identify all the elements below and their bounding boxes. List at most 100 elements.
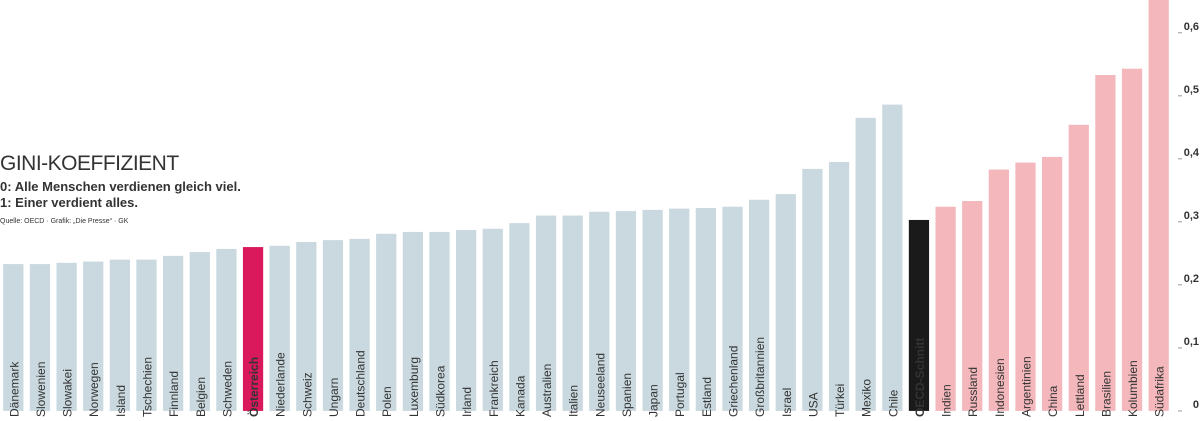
x-tick-label: China	[1046, 385, 1060, 417]
x-tick-label: Südafrika	[1153, 366, 1167, 417]
x-tick-label: Slowenien	[34, 362, 48, 417]
bar	[589, 211, 610, 411]
x-tick-label: Neuseeland	[593, 353, 607, 417]
bar	[83, 261, 104, 411]
x-tick-label: Griechenland	[727, 346, 741, 417]
bar	[349, 238, 370, 411]
bar	[402, 231, 423, 411]
bar	[1148, 0, 1169, 411]
bar	[429, 231, 450, 411]
x-tick-label: Spanien	[620, 373, 634, 417]
bar	[855, 117, 876, 411]
bar	[509, 223, 530, 411]
bar	[962, 201, 983, 411]
bar	[1121, 68, 1143, 411]
y-tick-label: 0,4	[1184, 147, 1200, 159]
bar	[322, 240, 344, 411]
bar	[562, 215, 583, 411]
x-tick-label: Brasilien	[1099, 371, 1113, 417]
bar	[296, 242, 317, 411]
x-tick-label: Tschechien	[141, 357, 155, 417]
bar	[882, 104, 903, 411]
x-tick-label: Slowakei	[61, 369, 75, 417]
bar	[456, 230, 477, 411]
x-tick-label: Portugal	[673, 372, 687, 417]
bar	[535, 215, 557, 411]
bar	[775, 194, 796, 411]
bar	[908, 219, 930, 411]
x-tick-label: Österreich	[246, 357, 261, 417]
x-tick-label: Kolumbien	[1126, 360, 1140, 417]
x-tick-label: Japan	[647, 384, 661, 417]
x-tick-label: Irland	[460, 387, 474, 417]
x-tick-label: Chile	[886, 389, 900, 417]
bar	[189, 252, 210, 411]
bar	[482, 228, 503, 411]
bar	[56, 262, 77, 411]
x-tick-label: Finnland	[167, 371, 181, 417]
bar	[1042, 156, 1063, 411]
x-tick-label: Belgien	[194, 377, 208, 417]
bar	[242, 247, 264, 411]
x-tick-label: Schweiz	[300, 372, 314, 417]
x-tick-label: Niederlande	[274, 352, 288, 417]
x-tick-label: Israel	[780, 388, 794, 417]
bar	[216, 248, 237, 411]
x-tick-label: Italien	[567, 385, 581, 417]
bar	[29, 264, 51, 411]
bar	[615, 211, 637, 411]
bar	[749, 199, 770, 411]
x-tick-label: Luxemburg	[407, 357, 421, 417]
bar	[376, 233, 397, 411]
bar	[269, 245, 290, 411]
source: Quelle: OECD · Grafik: „Die Presse“ · GK	[0, 218, 129, 225]
x-tick-label: Island	[114, 385, 128, 417]
x-tick-label: USA	[806, 392, 820, 417]
y-tick-label: 0,6	[1184, 21, 1199, 33]
x-tick-label: Schweden	[220, 361, 234, 417]
y-tick-label: 0,2	[1184, 273, 1199, 285]
x-tick-label: Frankreich	[487, 360, 501, 417]
bar	[828, 161, 850, 411]
x-tick-label: Mexiko	[860, 379, 874, 417]
bar	[695, 207, 716, 411]
bar	[3, 264, 24, 411]
x-tick-label: Indonesien	[993, 358, 1007, 417]
y-tick-label: 0,1	[1184, 336, 1199, 348]
bar	[109, 259, 130, 411]
x-tick-label: Dänemark	[7, 361, 21, 417]
bar	[669, 208, 690, 411]
bar	[722, 206, 743, 411]
x-tick-label: Argentinien	[1020, 356, 1034, 417]
x-tick-label: Australien	[540, 364, 554, 417]
bar	[136, 259, 157, 411]
x-tick-label: Polen	[380, 386, 394, 417]
bar	[1068, 124, 1089, 411]
bar	[642, 209, 663, 411]
x-tick-label: Norwegen	[87, 362, 101, 417]
y-tick-label: 0	[1193, 399, 1199, 411]
bar	[1015, 162, 1036, 411]
x-tick-label: Russland	[966, 367, 980, 417]
bar	[802, 168, 823, 411]
bar	[1095, 74, 1116, 411]
x-tick-label: Lettland	[1073, 374, 1087, 417]
x-tick-label: Südkorea	[434, 365, 448, 417]
x-tick-label: OECD-Schnitt	[913, 338, 927, 417]
x-tick-label: Ungarn	[327, 378, 341, 417]
x-tick-label: Indien	[940, 384, 954, 417]
chart-title: GINI-KOEFFIZIENT	[0, 152, 179, 175]
y-tick-label: 0,3	[1184, 210, 1199, 222]
bar	[163, 255, 184, 411]
bar	[935, 206, 956, 411]
subtitle: 0: Alle Menschen verdienen gleich viel.	[0, 179, 241, 194]
y-tick-label: 0,5	[1184, 84, 1199, 96]
x-tick-label: Deutschland	[354, 350, 368, 417]
x-tick-label: Estland	[700, 377, 714, 417]
x-tick-label: Kanada	[513, 375, 527, 417]
x-tick-label: Großbritannien	[753, 337, 767, 417]
x-tick-label: Türkei	[833, 384, 847, 417]
subtitle: 1: Einer verdient alles.	[0, 195, 138, 210]
